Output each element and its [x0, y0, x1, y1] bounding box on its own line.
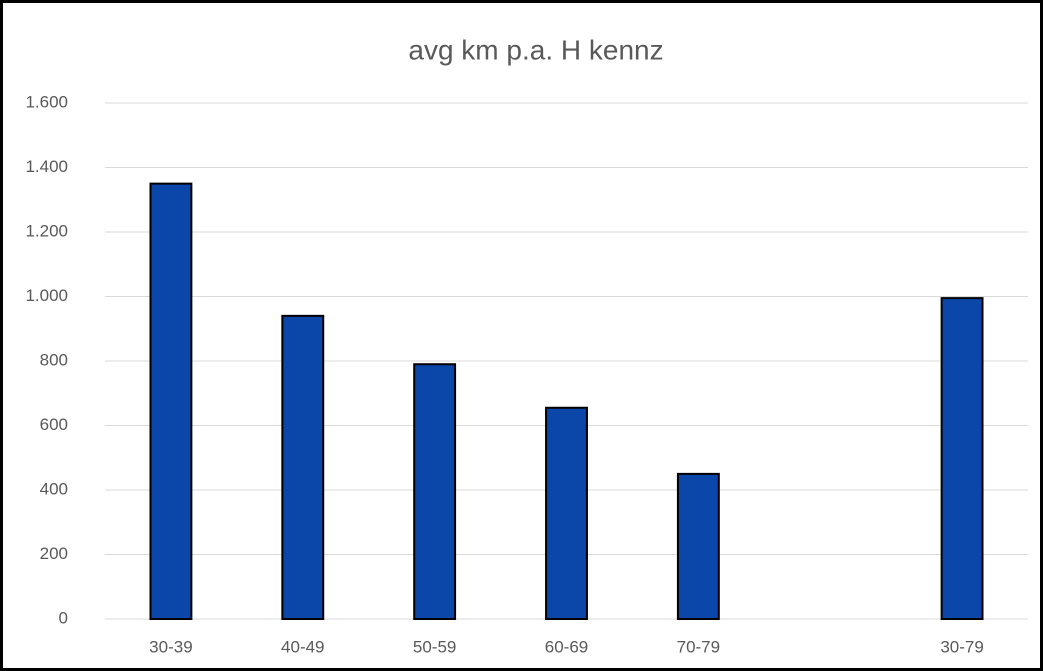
x-tick-label: 40-49: [281, 637, 324, 656]
bar: [676, 472, 720, 620]
y-tick-label: 800: [40, 350, 68, 369]
bar: [281, 314, 325, 620]
x-tick-label: 70-79: [677, 637, 720, 656]
x-tick-label: 60-69: [545, 637, 588, 656]
y-tick-label: 1.200: [25, 221, 68, 240]
bar: [149, 182, 193, 620]
x-tick-label: 50-59: [413, 637, 456, 656]
y-tick-label: 400: [40, 479, 68, 498]
y-tick-label: 200: [40, 544, 68, 563]
chart-title: avg km p.a. H kennz: [408, 34, 663, 65]
y-tick-label: 1.400: [25, 157, 68, 176]
bar: [545, 406, 588, 621]
bar: [940, 297, 984, 620]
bar: [413, 363, 457, 620]
y-tick-label: 600: [40, 415, 68, 434]
x-tick-label: 30-39: [149, 637, 192, 656]
x-tick-label: 30-79: [940, 637, 983, 656]
y-tick-label: 0: [59, 608, 68, 627]
y-tick-label: 1.000: [25, 286, 68, 305]
y-tick-label: 1.600: [25, 92, 68, 111]
